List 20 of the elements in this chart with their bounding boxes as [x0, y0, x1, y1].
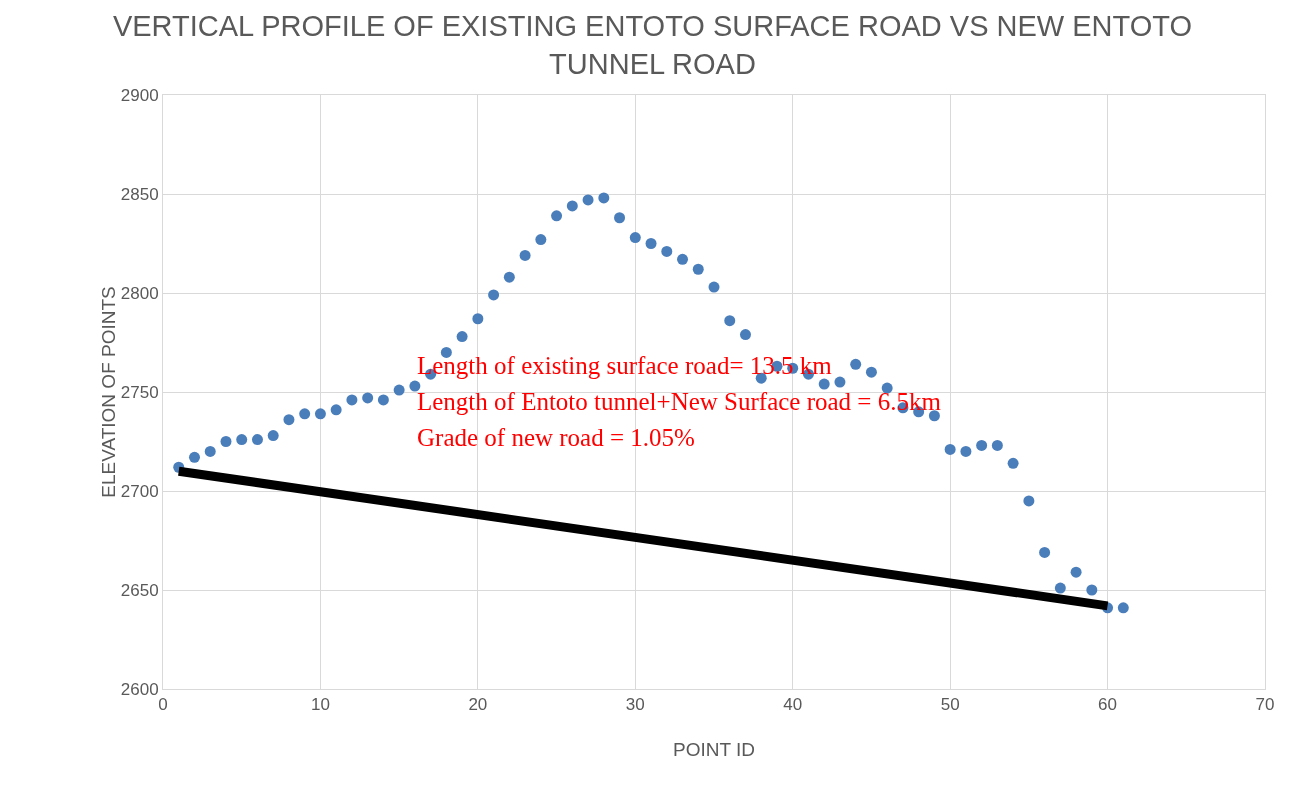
- x-tick-label: 10: [310, 695, 330, 715]
- x-tick-label: 0: [158, 695, 168, 715]
- x-tick-label: 70: [1255, 695, 1275, 715]
- annotation: Grade of new road = 1.05%: [417, 424, 695, 451]
- y-tick-label: 2750: [120, 382, 159, 402]
- annotation: Length of Entoto tunnel+New Surface road = 6.5km: [417, 388, 942, 415]
- y-tick-label: 2800: [120, 283, 159, 303]
- y-tick-label: 2900: [120, 85, 159, 105]
- x-axis-title: POINT ID: [673, 739, 755, 760]
- x-tick-label: 50: [940, 695, 960, 715]
- y-tick-label: 2700: [120, 481, 159, 501]
- x-tick-label: 40: [783, 695, 803, 715]
- x-tick-label: 20: [468, 695, 488, 715]
- x-tick-label: 60: [1098, 695, 1118, 715]
- y-tick-label: 2650: [120, 580, 159, 600]
- y-axis-title: ELEVATION OF POINTS: [97, 286, 119, 498]
- y-tick-label: 2850: [120, 184, 159, 204]
- chart-title: VERTICAL PROFILE OF EXISTING ENTOTO SURFACE ROAD VS NEW ENTOTO TUNNEL ROAD: [112, 10, 1193, 80]
- y-tick-label: 2600: [120, 679, 159, 699]
- x-tick-label: 30: [625, 695, 645, 715]
